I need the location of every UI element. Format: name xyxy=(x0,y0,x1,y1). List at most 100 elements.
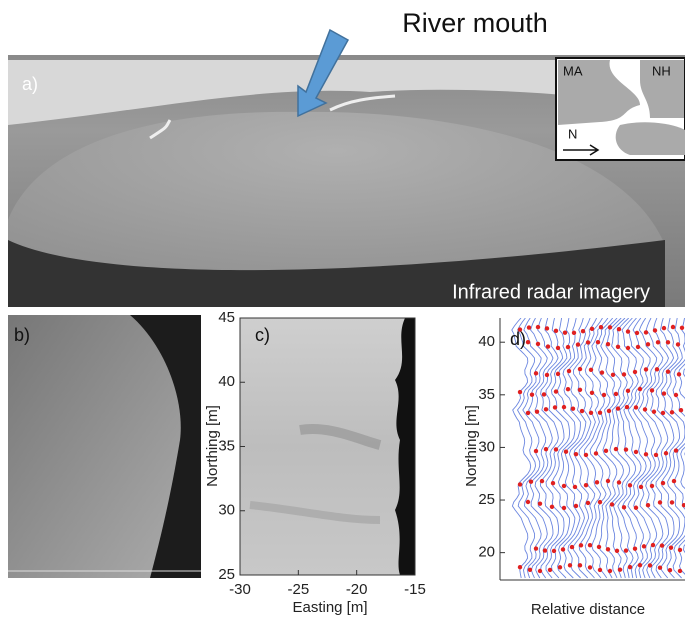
break-point xyxy=(579,543,583,547)
break-point xyxy=(562,484,566,488)
break-point xyxy=(662,391,666,395)
break-point xyxy=(658,565,662,569)
break-point xyxy=(598,568,602,572)
break-point xyxy=(668,568,672,572)
break-point xyxy=(634,506,638,510)
break-point xyxy=(567,369,571,373)
break-point xyxy=(615,549,619,553)
break-point xyxy=(611,373,615,377)
break-point xyxy=(608,569,612,573)
break-point xyxy=(548,568,552,572)
break-point xyxy=(625,405,629,409)
break-point xyxy=(650,484,654,488)
break-point xyxy=(590,391,594,395)
break-point xyxy=(574,452,578,456)
break-point xyxy=(518,482,522,486)
break-point xyxy=(656,340,660,344)
break-point xyxy=(654,453,658,457)
break-point xyxy=(556,372,560,376)
break-point xyxy=(589,368,593,372)
break-point xyxy=(626,329,630,333)
break-point xyxy=(646,342,650,346)
x-tick-label: -30 xyxy=(229,581,251,598)
break-point xyxy=(670,500,674,504)
break-point xyxy=(646,503,650,507)
x-tick-label: -15 xyxy=(404,581,426,598)
break-point xyxy=(655,367,659,371)
break-point xyxy=(552,549,556,553)
break-point xyxy=(606,342,610,346)
break-point xyxy=(586,501,590,505)
break-point xyxy=(563,330,567,334)
break-point xyxy=(616,345,620,349)
break-point xyxy=(610,502,614,506)
north-label: N xyxy=(568,126,577,141)
panel-label: d) xyxy=(510,329,526,349)
x-axis-title: Relative distance xyxy=(531,601,645,618)
break-point xyxy=(636,345,640,349)
break-point xyxy=(653,328,657,332)
break-point xyxy=(530,392,534,396)
break-point xyxy=(546,344,550,348)
break-point xyxy=(606,479,610,483)
x-tick-label: -20 xyxy=(346,581,368,598)
break-point xyxy=(570,545,574,549)
break-point xyxy=(622,372,626,376)
caption: Infrared radar imagery xyxy=(452,281,650,303)
y-tick-label: 40 xyxy=(218,373,235,390)
inset-label: NH xyxy=(652,63,671,78)
y-tick-label: 25 xyxy=(478,491,495,508)
y-tick-label: 25 xyxy=(218,566,235,583)
break-point xyxy=(614,392,618,396)
break-point xyxy=(580,409,584,413)
radar-image xyxy=(240,318,415,575)
break-point xyxy=(624,447,628,451)
break-point xyxy=(518,390,522,394)
break-point xyxy=(633,547,637,551)
break-point xyxy=(554,447,558,451)
break-point xyxy=(526,500,530,504)
panel-a: a) Infrared radar imagery MA NH N xyxy=(8,55,685,307)
break-point xyxy=(566,345,570,349)
break-point xyxy=(544,407,548,411)
break-point xyxy=(568,563,572,567)
break-point xyxy=(617,480,621,484)
break-point xyxy=(554,389,558,393)
break-point xyxy=(606,547,610,551)
break-point xyxy=(574,504,578,508)
break-point xyxy=(658,500,662,504)
break-point xyxy=(598,411,602,415)
break-point xyxy=(622,505,626,509)
break-point xyxy=(543,548,547,552)
break-point xyxy=(584,483,588,487)
break-point xyxy=(564,450,568,454)
break-point xyxy=(604,449,608,453)
break-point xyxy=(644,452,648,456)
break-point xyxy=(618,568,622,572)
break-point xyxy=(626,389,630,393)
break-point xyxy=(578,367,582,371)
break-point xyxy=(562,506,566,510)
break-point xyxy=(556,346,560,350)
break-point xyxy=(666,340,670,344)
break-point xyxy=(660,543,664,547)
break-point xyxy=(538,569,542,573)
break-point xyxy=(628,483,632,487)
break-point xyxy=(602,393,606,397)
break-point xyxy=(527,325,531,329)
panel-d: d) Relative distance Northing [m] 202530… xyxy=(463,318,685,618)
break-point xyxy=(596,340,600,344)
break-point xyxy=(544,447,548,451)
break-point xyxy=(594,451,598,455)
break-point xyxy=(648,563,652,567)
break-point xyxy=(661,411,665,415)
break-point xyxy=(518,565,522,569)
break-point xyxy=(650,388,654,392)
y-tick-label: 30 xyxy=(218,502,235,519)
break-point xyxy=(672,479,676,483)
break-point xyxy=(676,342,680,346)
break-point xyxy=(599,325,603,329)
x-tick-label: -25 xyxy=(287,581,309,598)
break-point xyxy=(558,565,562,569)
break-point xyxy=(545,373,549,377)
